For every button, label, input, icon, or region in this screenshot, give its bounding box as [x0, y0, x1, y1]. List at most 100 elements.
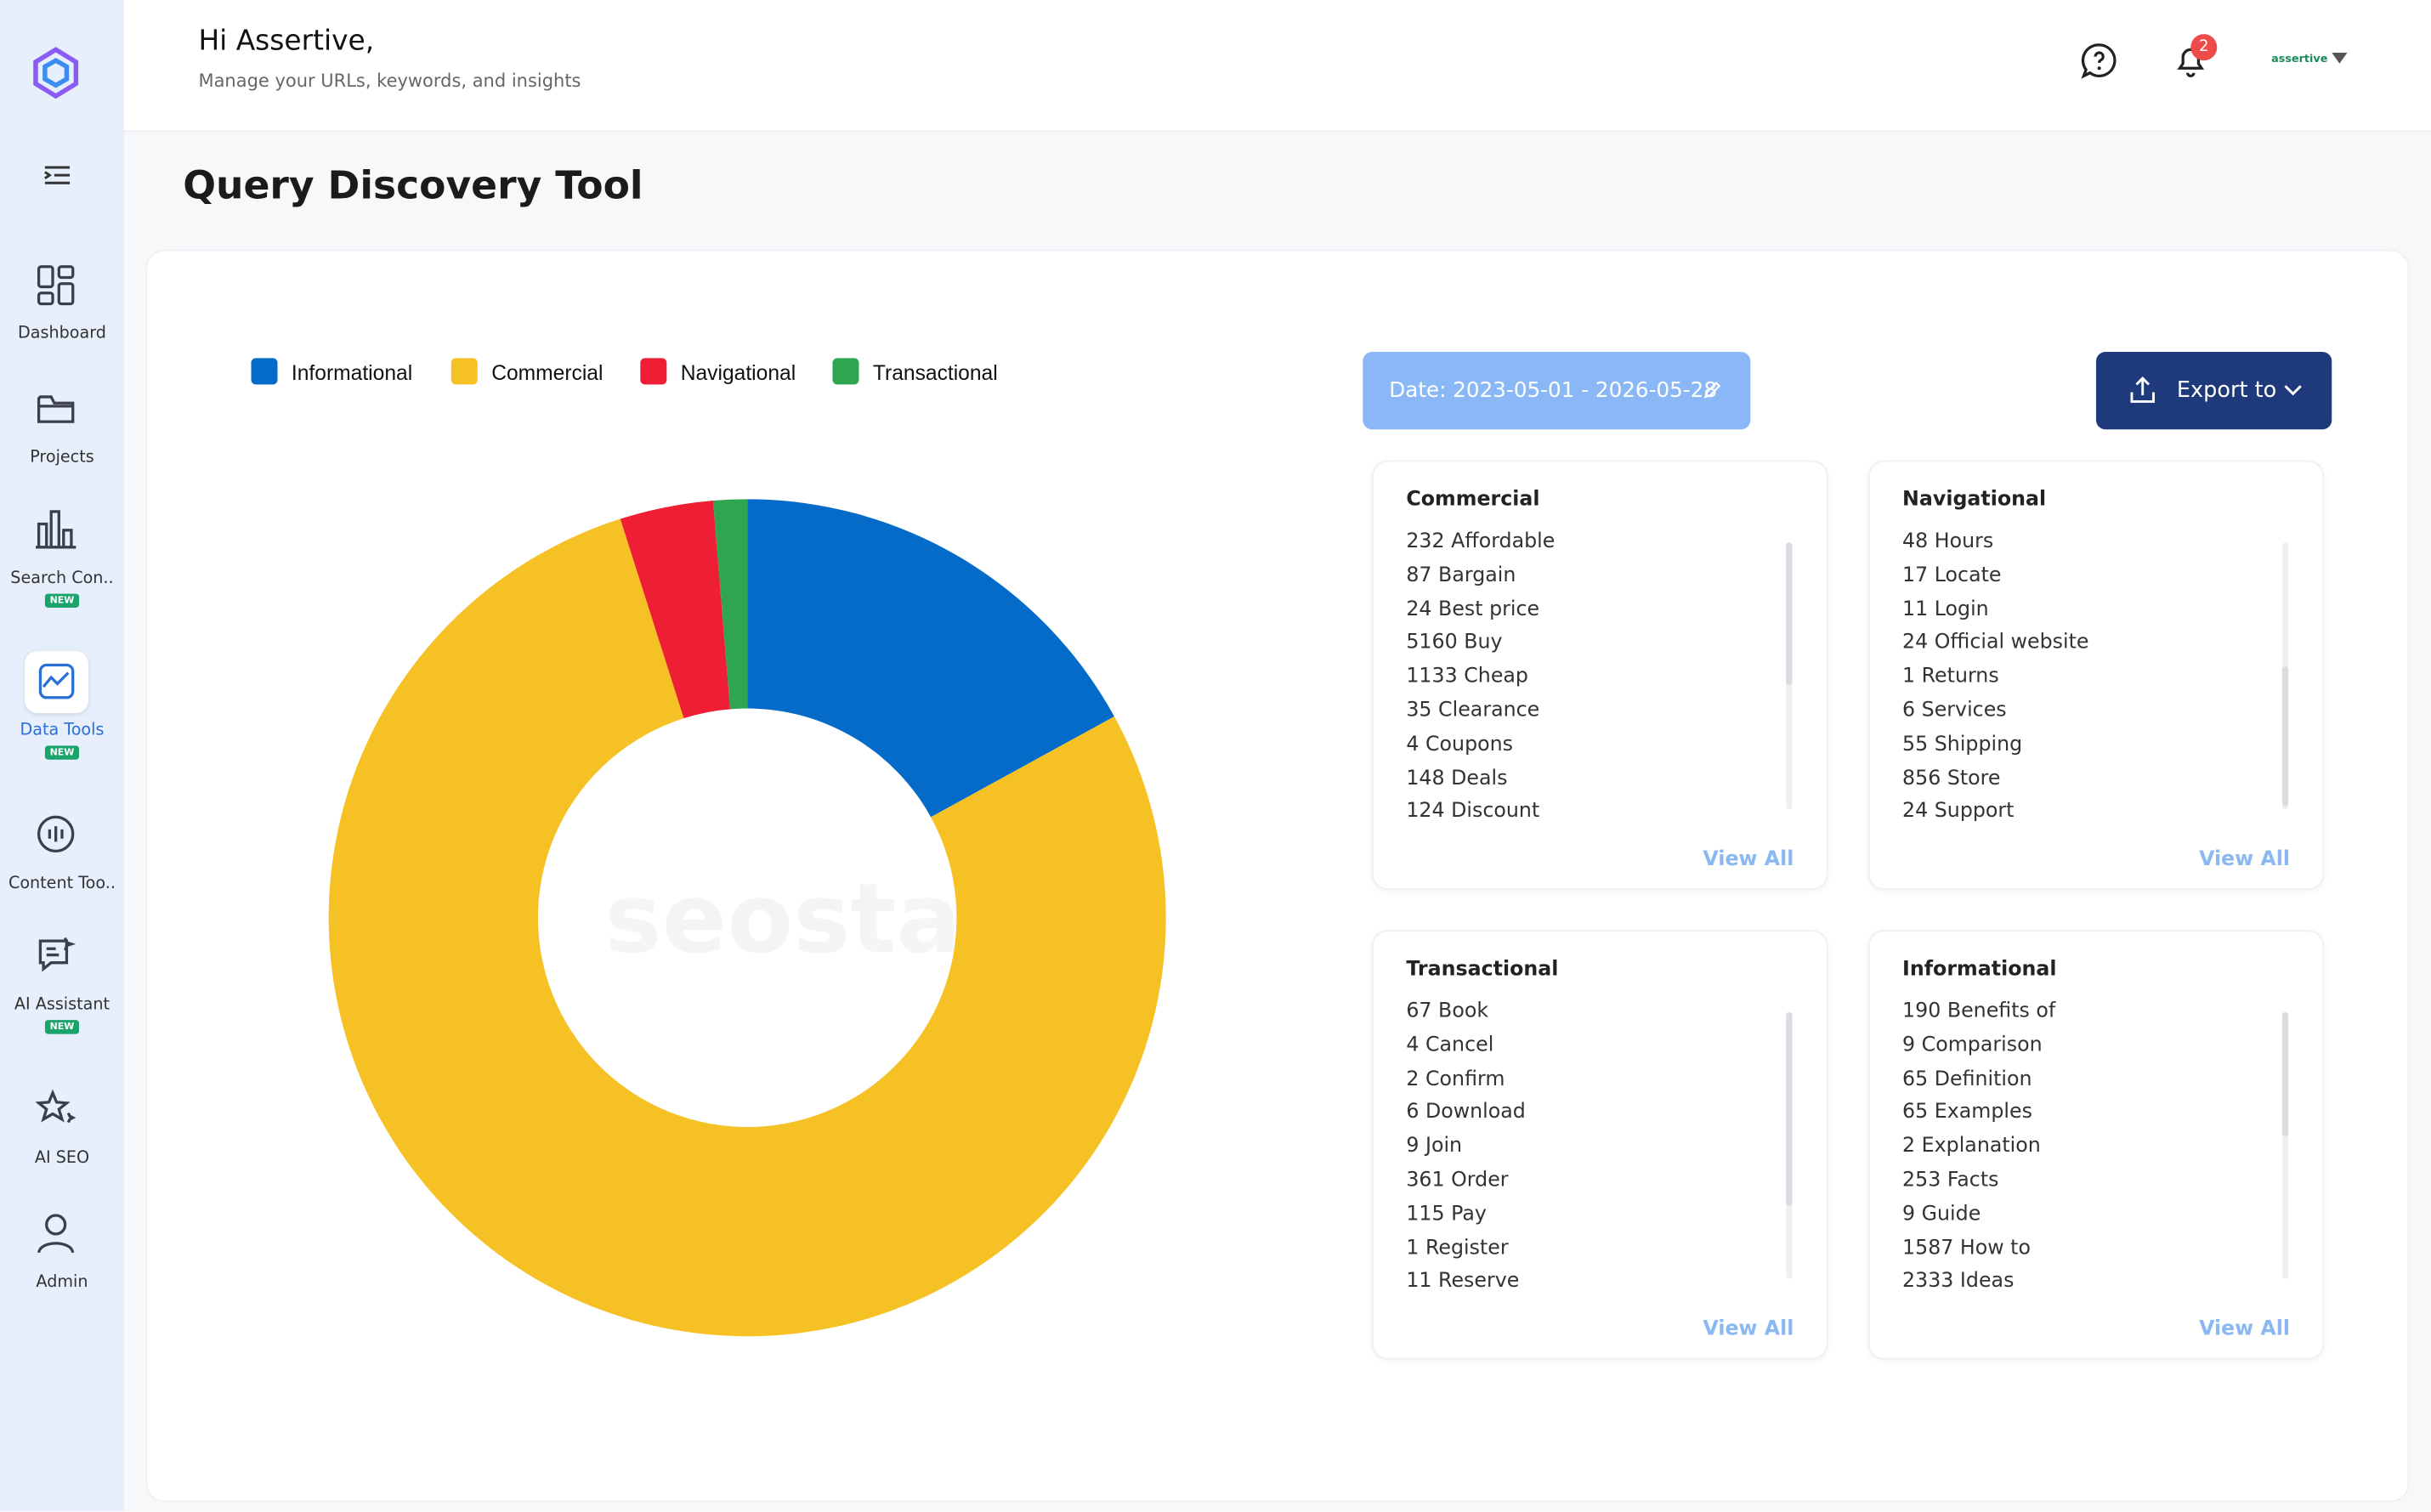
- user-caret[interactable]: [2332, 53, 2348, 65]
- panel-title: Transactional: [1406, 958, 1559, 982]
- query-item: 65 Examples: [1902, 1101, 2032, 1125]
- nav-item[interactable]: Content Too..: [0, 875, 124, 893]
- query-item: 5160 Buy: [1406, 631, 1503, 655]
- query-item: 190 Benefits of: [1902, 1000, 2056, 1023]
- help-icon[interactable]: [2081, 42, 2118, 79]
- watermark: seostack: [604, 863, 1084, 975]
- upload-icon: [2130, 376, 2155, 403]
- query-item: 48 Hours: [1902, 529, 1994, 554]
- query-item: 1587 How to: [1902, 1236, 2031, 1260]
- export-text: Export to: [2176, 378, 2277, 404]
- panel-title: Commercial: [1406, 488, 1540, 512]
- nav-icon[interactable]: [36, 388, 79, 431]
- query-item: 24 Official website: [1902, 631, 2089, 655]
- scrollbar: [2281, 542, 2289, 810]
- nav-item[interactable]: AI Assistant NEW: [0, 995, 124, 1034]
- query-item: 55 Shipping: [1902, 733, 2023, 756]
- query-panel: Informational 190 Benefits of 9 Comparison…: [1867, 930, 2325, 1360]
- query-item: 148 Deals: [1406, 767, 1508, 790]
- query-item: 9 Comparison: [1902, 1033, 2043, 1057]
- view-all-link[interactable]: View All: [2199, 1317, 2291, 1341]
- greeting: Hi Assertive,: [198, 25, 375, 58]
- query-item: 1133 Cheap: [1406, 665, 1528, 689]
- nav-label: Projects: [30, 448, 94, 467]
- query-panel: Commercial 232 Affordable 87 Bargain 24 Bes…: [1372, 460, 1828, 890]
- query-panel: Transactional 67 Book 4 Cancel 2 Confirm 6 D…: [1372, 930, 1828, 1360]
- subtitle: Manage your URLs, keywords, and insights: [198, 70, 581, 92]
- query-panel: Navigational 48 Hours 17 Locate 11 Login 24 …: [1867, 460, 2325, 890]
- query-item: 24 Best price: [1406, 597, 1540, 621]
- query-item: 2333 Ideas: [1902, 1270, 2014, 1294]
- query-item: 1 Register: [1406, 1236, 1509, 1260]
- nav-label: AI SEO: [34, 1148, 90, 1168]
- page-title: Query Discovery Tool: [183, 162, 643, 208]
- logo: [33, 47, 79, 99]
- legend-label[interactable]: Navigational: [681, 362, 796, 385]
- nav-item[interactable]: Projects: [0, 448, 124, 467]
- nav-icon[interactable]: [35, 1088, 79, 1131]
- scrollbar: [1786, 1012, 1793, 1279]
- date-filter[interactable]: Date: 2023-05-01 - 2026-05-28: [1363, 352, 1751, 430]
- menu-toggle[interactable]: [43, 163, 71, 188]
- nav-label: Data Tools: [20, 721, 105, 740]
- query-item: 6 Download: [1406, 1101, 1526, 1125]
- new-badge: NEW: [45, 593, 79, 609]
- query-item: 11 Reserve: [1406, 1270, 1520, 1294]
- nav-item[interactable]: Admin: [0, 1272, 124, 1291]
- nav-item[interactable]: Data Tools NEW: [0, 721, 124, 760]
- panel-title: Navigational: [1902, 488, 2047, 512]
- query-item: 4 Coupons: [1406, 733, 1514, 756]
- query-item: 232 Affordable: [1406, 529, 1556, 554]
- legend-swatch[interactable]: [832, 358, 859, 385]
- legend-label[interactable]: Commercial: [491, 362, 603, 385]
- view-all-link[interactable]: View All: [1703, 847, 1794, 872]
- query-item: 35 Clearance: [1406, 699, 1540, 722]
- sidebar: Dashboard Projects Search Con.. NEW Data Too…: [0, 0, 124, 1512]
- legend-swatch[interactable]: [640, 358, 667, 385]
- query-item: 9 Guide: [1902, 1203, 1981, 1226]
- donut-chart: Informational Commercial Navigational Trans…: [251, 358, 1166, 1337]
- nav-icon[interactable]: [36, 660, 79, 704]
- legend-swatch[interactable]: [251, 358, 278, 385]
- nav-icon[interactable]: [36, 935, 79, 978]
- nav-label: Content Too..: [8, 874, 116, 893]
- nav-item[interactable]: Search Con.. NEW: [0, 569, 124, 609]
- nav-icon[interactable]: [36, 814, 79, 858]
- legend-label[interactable]: Transactional: [873, 362, 998, 385]
- query-item: 253 Facts: [1902, 1169, 1999, 1192]
- export-caret: [2284, 385, 2302, 396]
- scrollbar: [1786, 542, 1793, 810]
- nav-item[interactable]: AI SEO: [0, 1149, 124, 1168]
- nav-label: Dashboard: [18, 324, 106, 343]
- query-item: 4 Cancel: [1406, 1033, 1494, 1057]
- nav-label: AI Assistant: [14, 994, 110, 1014]
- donut-segment[interactable]: [328, 518, 1166, 1337]
- panel-title: Informational: [1902, 958, 2057, 982]
- nav-icon[interactable]: [36, 1212, 79, 1255]
- nav-item[interactable]: Dashboard: [0, 324, 124, 343]
- view-all-link[interactable]: View All: [1703, 1317, 1794, 1341]
- nav-label: Admin: [36, 1272, 88, 1292]
- scroll-thumb: [1786, 1012, 1793, 1207]
- query-item: 1 Returns: [1902, 665, 1999, 689]
- query-item: 2 Confirm: [1406, 1067, 1505, 1091]
- scrollbar: [2281, 1012, 2289, 1279]
- legend-label[interactable]: Informational: [292, 362, 412, 385]
- query-item: 11 Login: [1902, 597, 1989, 621]
- nav-icon[interactable]: [35, 508, 79, 552]
- query-item: 24 Support: [1902, 800, 2014, 824]
- donut-segment[interactable]: [747, 499, 1114, 818]
- nav-icon[interactable]: [36, 263, 79, 307]
- query-item: 2 Explanation: [1902, 1135, 2041, 1158]
- query-item: 17 Locate: [1902, 563, 2002, 587]
- donut-segment[interactable]: [620, 500, 731, 719]
- query-item: 87 Bargain: [1406, 563, 1516, 587]
- donut-segment[interactable]: [712, 499, 748, 710]
- view-all-link[interactable]: View All: [2199, 847, 2291, 872]
- user-name[interactable]: assertive: [2271, 53, 2328, 65]
- export-button[interactable]: Export to: [2096, 352, 2332, 430]
- legend-swatch[interactable]: [450, 358, 478, 385]
- query-item: 361 Order: [1406, 1169, 1509, 1192]
